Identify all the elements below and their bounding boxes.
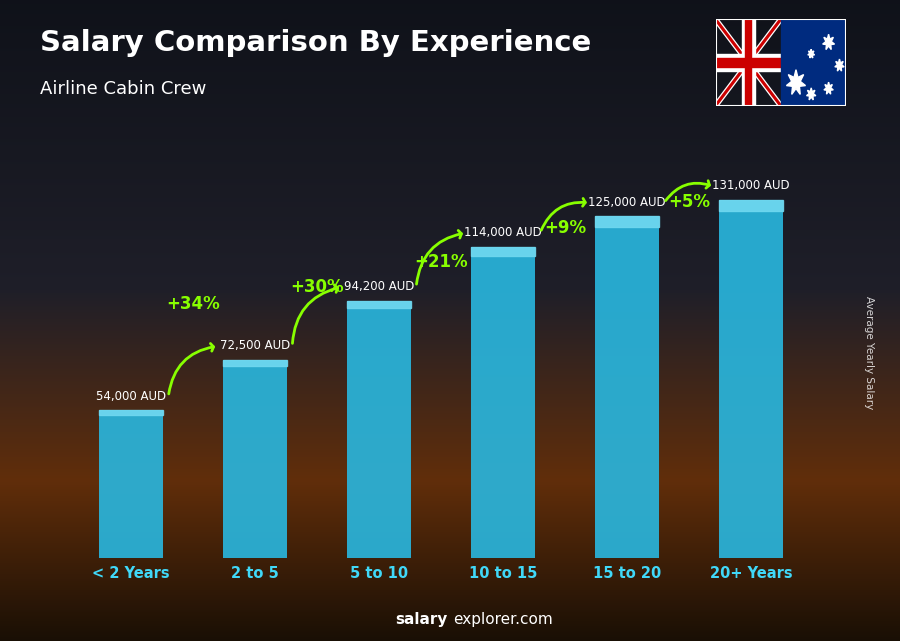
Text: 125,000 AUD: 125,000 AUD (588, 196, 666, 209)
Text: salary: salary (395, 612, 447, 627)
Polygon shape (808, 49, 814, 58)
Text: 94,200 AUD: 94,200 AUD (344, 280, 414, 293)
Bar (742, 19, 754, 106)
Bar (346, 301, 411, 308)
Polygon shape (787, 70, 806, 94)
Bar (471, 247, 536, 256)
Bar (471, 247, 536, 558)
Text: Airline Cabin Crew: Airline Cabin Crew (40, 80, 207, 98)
Text: +5%: +5% (668, 194, 710, 212)
Bar (223, 360, 287, 558)
Text: 131,000 AUD: 131,000 AUD (712, 179, 789, 192)
Bar (745, 19, 751, 106)
Text: Salary Comparison By Experience: Salary Comparison By Experience (40, 29, 592, 57)
Bar (223, 360, 287, 366)
Bar (716, 58, 781, 67)
Bar (718, 200, 783, 211)
Text: +30%: +30% (291, 278, 344, 296)
Text: +9%: +9% (544, 219, 586, 237)
Text: +21%: +21% (414, 253, 468, 271)
Text: +34%: +34% (166, 295, 220, 313)
Text: 54,000 AUD: 54,000 AUD (96, 390, 166, 403)
Bar (595, 217, 659, 558)
Bar (595, 217, 659, 227)
Polygon shape (823, 34, 834, 49)
Bar (781, 19, 846, 106)
Bar (718, 200, 783, 558)
Bar (346, 301, 411, 558)
Text: Average Yearly Salary: Average Yearly Salary (863, 296, 874, 409)
Polygon shape (824, 82, 833, 94)
Text: 114,000 AUD: 114,000 AUD (464, 226, 542, 239)
Text: 72,500 AUD: 72,500 AUD (220, 339, 290, 352)
Bar (99, 410, 164, 558)
Bar (716, 54, 781, 71)
Bar (99, 410, 164, 415)
Polygon shape (835, 59, 844, 71)
Text: explorer.com: explorer.com (453, 612, 553, 627)
Polygon shape (806, 88, 816, 100)
